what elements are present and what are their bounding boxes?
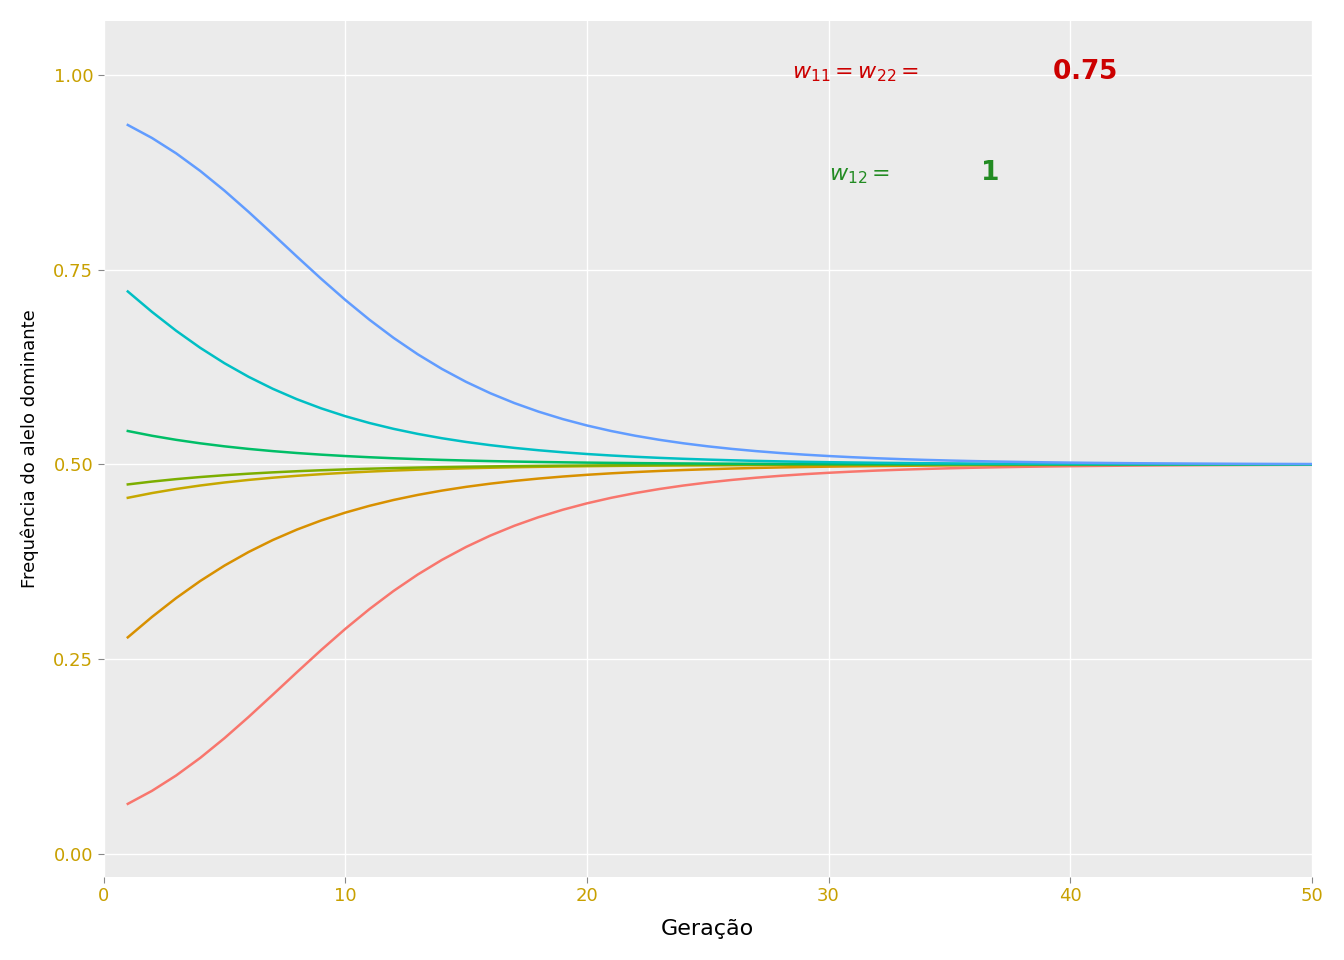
- Text: $w_{11}=w_{22}=$: $w_{11}=w_{22}=$: [792, 63, 919, 84]
- Text: $\mathbf{1}$: $\mathbf{1}$: [980, 160, 999, 186]
- X-axis label: Geração: Geração: [661, 919, 754, 939]
- Y-axis label: Frequência do alelo dominante: Frequência do alelo dominante: [22, 309, 39, 588]
- Text: $w_{12}=$: $w_{12}=$: [828, 166, 890, 186]
- Text: $\mathbf{0.75}$: $\mathbf{0.75}$: [1052, 60, 1117, 85]
